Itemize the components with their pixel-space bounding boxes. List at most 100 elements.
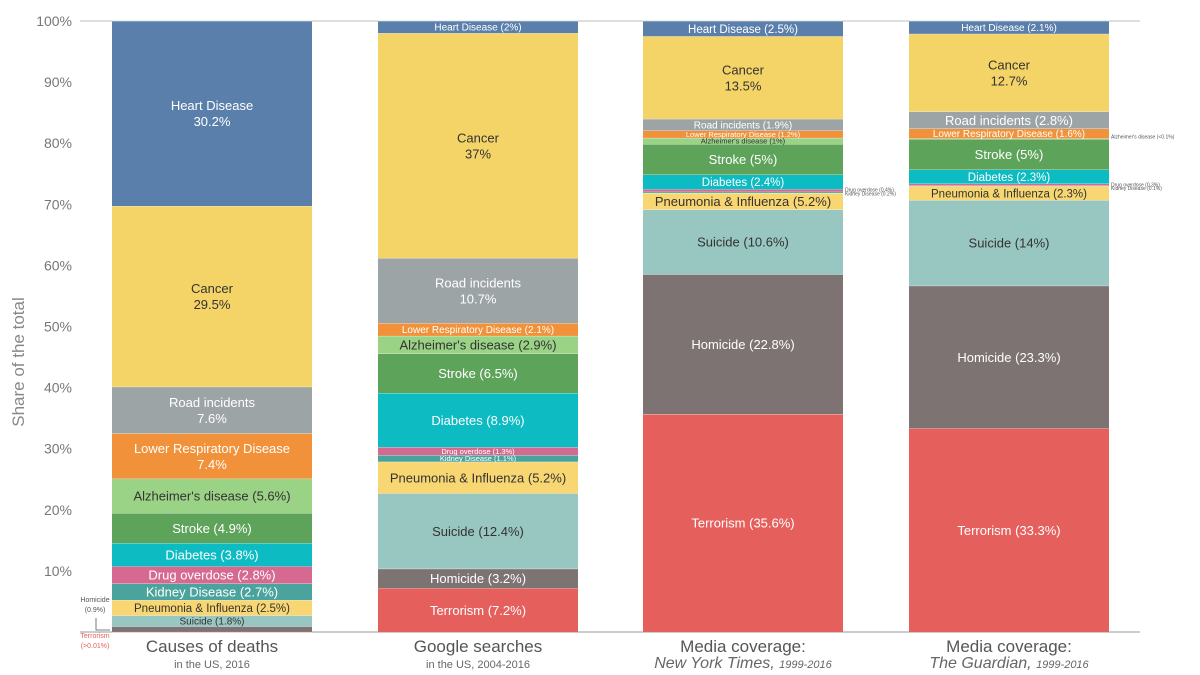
bar-segment-diab [643, 174, 843, 190]
bar-segment-heart [643, 21, 843, 37]
data-label-heart: Heart Disease (2.5%) [688, 24, 798, 36]
bar-segment-suicide [909, 200, 1109, 286]
outside-label-homicide: Homicide [80, 597, 109, 604]
data-label-road: 10.7% [460, 291, 497, 306]
data-label-stroke: Stroke (6.5%) [438, 366, 517, 381]
data-label-alz: Alzheimer's disease (1%) [701, 137, 786, 146]
data-label-lrd: Lower Respiratory Disease (2.1%) [402, 325, 554, 336]
bar-segment-drug [909, 183, 1109, 186]
data-label-homicide: Homicide (3.2%) [430, 571, 526, 586]
y-tick-label: 100% [36, 13, 72, 29]
data-label-drug: Drug overdose (2.8%) [148, 568, 275, 583]
bar-segment-pneu [643, 193, 843, 210]
data-label-heart: 30.2% [194, 114, 231, 129]
x-category-subtitle: in the US, 2016 [174, 659, 250, 671]
bar-media-coverage-new-york-times: Terrorism (35.6%) Homicide (22.8%) Suicide… [643, 20, 896, 632]
outside-label-kidney: Kidney Disease (0.1%) [1111, 186, 1162, 192]
data-label-road: Road incidents [435, 275, 521, 290]
bar-segment-diab [378, 393, 578, 448]
y-tick-label: 10% [44, 563, 72, 579]
data-label-alz: Alzheimer's disease (2.9%) [399, 337, 556, 352]
x-category-subtitle: in the US, 2004-2016 [426, 659, 530, 671]
bar-segment-lrd [909, 128, 1109, 139]
data-label-road: 7.6% [197, 411, 227, 426]
data-label-stroke: Stroke (5%) [975, 147, 1044, 162]
data-label-suicide: Suicide (10.6%) [697, 235, 789, 250]
outside-label-drug: Drug overdose (0.3%) [1111, 183, 1160, 189]
data-label-homicide: Homicide (23.3%) [957, 350, 1060, 365]
data-label-diab: Diabetes (2.3%) [968, 172, 1051, 184]
bar-segment-homicide [643, 274, 843, 415]
bar-segment-road [112, 386, 312, 434]
bar-segment-lrd [643, 130, 843, 138]
y-tick-label: 30% [44, 441, 72, 457]
bar-segment-heart [112, 21, 312, 207]
y-tick-label: 90% [44, 74, 72, 90]
data-label-stroke: Stroke (5%) [709, 152, 778, 167]
bar-segment-alz [909, 138, 1109, 140]
bar-segment-kidney [112, 583, 312, 601]
data-label-suicide: Suicide (1.8%) [179, 617, 244, 628]
bar-segment-stroke [643, 144, 843, 175]
data-label-terror: Terrorism (33.3%) [957, 523, 1060, 538]
y-tick-label: 80% [44, 135, 72, 151]
bar-segment-cancer [378, 33, 578, 259]
data-label-stroke: Stroke (4.9%) [172, 521, 251, 536]
x-category-title: Media coverage: [946, 637, 1072, 656]
data-label-lrd: Lower Respiratory Disease [134, 441, 290, 456]
bar-segment-road [909, 111, 1109, 129]
x-category-title: Causes of deaths [146, 637, 278, 656]
bar-segment-suicide [643, 209, 843, 275]
data-label-suicide: Suicide (14%) [969, 236, 1050, 251]
bar-segment-alz [643, 137, 843, 145]
bar-segment-cancer [643, 36, 843, 119]
y-tick-label: 20% [44, 502, 72, 518]
x-category-title: Media coverage: [680, 637, 806, 656]
data-label-cancer: Cancer [722, 62, 765, 77]
bar-segment-homicide [378, 568, 578, 589]
bar-segment-kidney [643, 191, 843, 194]
outside-label-alz: Alzheimer's disease (<0.1%) [1111, 135, 1175, 141]
data-label-diab: Diabetes (2.4%) [702, 177, 785, 189]
bar-segment-kidney [378, 455, 578, 462]
bar-segment-pneu [112, 600, 312, 616]
x-axis-labels: Causes of deaths in the US, 2016 Google se… [146, 637, 1090, 672]
bar-segment-homicide [909, 285, 1109, 429]
outside-label-drug: Drug overdose (0.4%) [845, 188, 894, 194]
data-label-pneu: Pneumonia & Influenza (2.5%) [134, 603, 290, 615]
data-label-drug: Drug overdose (1.3%) [441, 447, 515, 456]
data-label-cancer: Cancer [988, 57, 1031, 72]
bar-segment-pneu [909, 186, 1109, 201]
data-label-lrd: 7.4% [197, 457, 227, 472]
bar-segment-heart [378, 21, 578, 34]
y-axis-label: Share of the total [9, 297, 28, 426]
data-label-heart: Heart Disease (2%) [434, 23, 521, 34]
bar-segment-lrd [112, 433, 312, 479]
y-tick-label: 40% [44, 380, 72, 396]
bar-causes-of-deaths: Suicide (1.8%) Pneumonia & Influenza (2.5… [80, 20, 312, 650]
bar-segment-homicide [112, 626, 312, 632]
data-label-suicide: Suicide (12.4%) [432, 524, 524, 539]
bar-segment-terror [909, 428, 1109, 632]
data-label-cancer: Cancer [191, 281, 234, 296]
data-label-diab: Diabetes (8.9%) [431, 413, 524, 428]
data-label-cancer: Cancer [457, 130, 500, 145]
bar-google-searches: Terrorism (7.2%) Homicide (3.2%) Suicide (… [378, 20, 578, 632]
data-label-pneu: Pneumonia & Influenza (2.3%) [931, 188, 1087, 200]
bar-segment-diab [909, 169, 1109, 184]
bar-segment-alz [378, 335, 578, 354]
data-label-heart: Heart Disease (2.1%) [961, 23, 1057, 34]
bar-segment-drug [378, 447, 578, 456]
bar-segment-diab [112, 543, 312, 567]
bar-segment-kidney [909, 185, 1109, 187]
bar-segment-heart [909, 21, 1109, 34]
data-label-kidney: Kidney Disease (2.7%) [146, 584, 278, 599]
outside-label-kidney: Kidney Disease (0.2%) [845, 191, 896, 197]
bar-media-coverage-the-guardian: Terrorism (33.3%) Homicide (23.3%) Suicide… [909, 20, 1175, 632]
data-label-heart: Heart Disease [171, 98, 253, 113]
y-tick-label: 60% [44, 257, 72, 273]
data-label-terror: Terrorism (7.2%) [430, 603, 526, 618]
bar-segment-pneu [378, 461, 578, 494]
y-tick-label: 70% [44, 196, 72, 212]
